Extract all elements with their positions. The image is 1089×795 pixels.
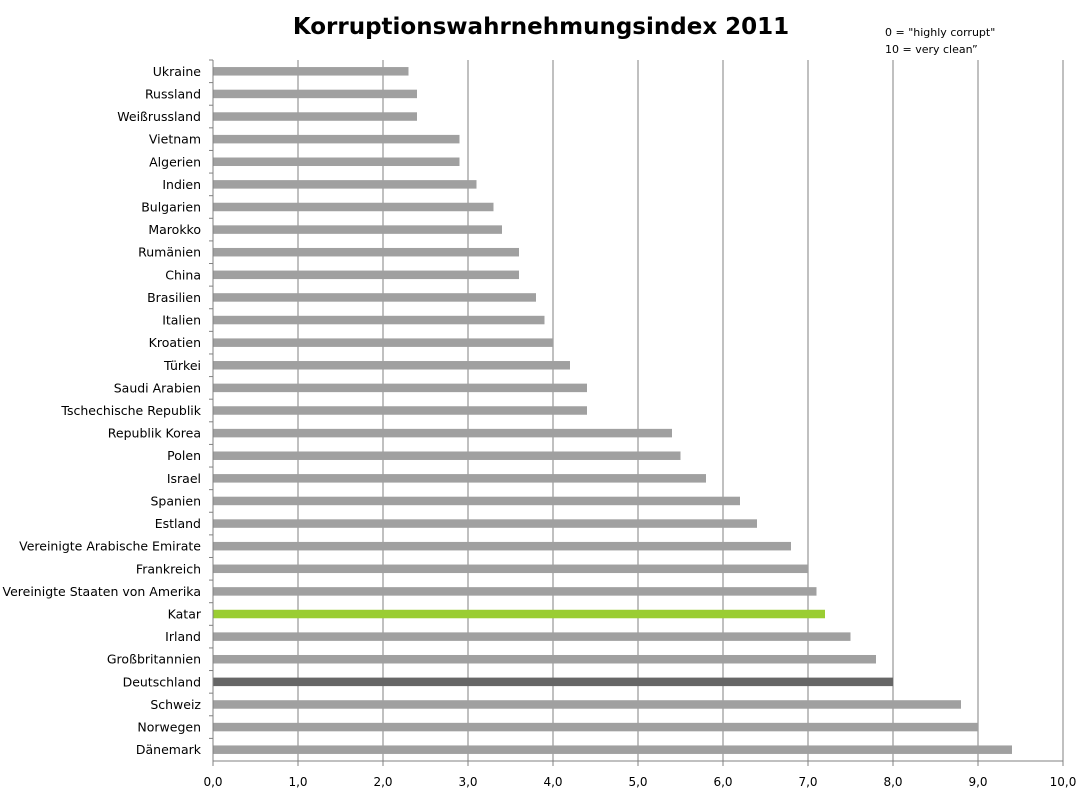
category-label: Algerien: [149, 154, 201, 169]
category-label: Brasilien: [147, 290, 201, 305]
bar: [213, 293, 536, 302]
bar: [213, 112, 417, 121]
x-tick-label: 1,0: [288, 775, 307, 789]
bar: [213, 609, 825, 619]
bar: [213, 67, 409, 76]
category-label: Polen: [167, 448, 201, 463]
scale-note-low: 0 = "highly corrupt": [885, 26, 995, 39]
category-label: Irland: [165, 629, 201, 644]
category-label: Frankreich: [136, 561, 201, 576]
bar: [213, 338, 553, 347]
bar: [213, 361, 570, 370]
bar: [213, 451, 681, 460]
category-label: Bulgarien: [141, 199, 201, 214]
category-label: Indien: [162, 177, 201, 192]
category-label: China: [165, 267, 201, 282]
category-label: Katar: [168, 607, 202, 622]
bar: [213, 632, 851, 641]
category-label: Tschechische Republik: [60, 403, 201, 418]
category-label: Ukraine: [153, 64, 202, 79]
bar: [213, 587, 817, 596]
category-label: Vereinigte Staaten von Amerika: [3, 584, 202, 599]
category-label: Marokko: [148, 222, 201, 237]
x-tick-label: 0,0: [203, 775, 222, 789]
bar: [213, 225, 502, 234]
category-label: Estland: [155, 516, 201, 531]
bar: [213, 745, 1012, 754]
x-tick-label: 6,0: [713, 775, 732, 789]
category-label: Rumänien: [138, 245, 201, 260]
bar: [213, 496, 740, 506]
x-tick-label: 8,0: [883, 775, 902, 789]
category-label: Weißrussland: [117, 109, 201, 124]
bar: [213, 134, 460, 144]
category-label: Großbritannien: [107, 652, 201, 667]
bar: [213, 270, 519, 280]
bar: [213, 564, 808, 574]
bar: [213, 700, 961, 709]
x-tick-label: 2,0: [373, 775, 392, 789]
category-label: Israel: [167, 471, 201, 486]
category-label: Italien: [162, 313, 201, 328]
bar: [213, 180, 477, 189]
x-tick-label: 5,0: [628, 775, 647, 789]
bar: [213, 519, 757, 528]
category-label: Schweiz: [150, 697, 201, 712]
bar: [213, 89, 417, 99]
category-labels: Ukraine Russland Weißrussland Vietnam Algeri…: [3, 64, 202, 757]
bar: [213, 722, 978, 732]
category-label: Deutschland: [123, 674, 201, 689]
scale-note-high: 10 = very clean”: [885, 43, 978, 56]
x-tick-label: 9,0: [968, 775, 987, 789]
bar: [213, 247, 519, 257]
bar: [213, 654, 876, 664]
bar: [213, 474, 706, 483]
x-tick-label: 4,0: [543, 775, 562, 789]
bar: [213, 677, 893, 687]
category-label: Republik Korea: [108, 426, 201, 441]
category-label: Russland: [145, 86, 201, 101]
x-axis: 0,0 1,0 2,0 3,0 4,0 5,0 6,0 7,0 8,0 9,0 10,0: [203, 59, 1077, 789]
category-label: Kroatien: [149, 335, 201, 350]
x-tick-label: 3,0: [458, 775, 477, 789]
category-label: Vereinigte Arabische Emirate: [19, 539, 201, 554]
gridlines: [297, 60, 1064, 761]
bars: [213, 67, 1012, 754]
bar: [213, 202, 494, 212]
x-tick-label: 7,0: [798, 775, 817, 789]
bar: [213, 406, 587, 415]
bar: [213, 157, 460, 167]
chart-title: Korruptionswahrnehmungsindex 2011: [293, 14, 789, 40]
category-label: Vietnam: [149, 132, 201, 147]
bar: [213, 315, 545, 325]
bar: [213, 383, 587, 393]
category-label: Dänemark: [136, 742, 202, 757]
category-label: Türkei: [163, 358, 201, 373]
bar: [213, 428, 672, 438]
bar: [213, 541, 791, 551]
category-label: Spanien: [150, 493, 201, 508]
x-tick-label: 10,0: [1050, 775, 1077, 789]
category-label: Norwegen: [137, 720, 201, 735]
category-label: Saudi Arabien: [114, 380, 201, 395]
